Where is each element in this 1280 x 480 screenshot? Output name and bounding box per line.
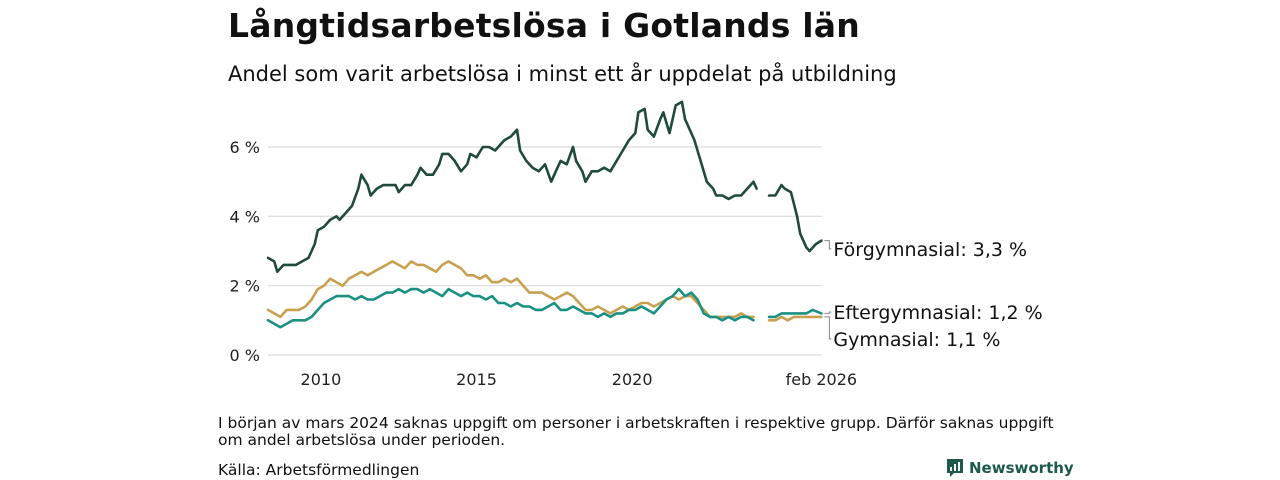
series-labels: Förgymnasial: 3,3 % Eftergymnasial: 1,2 %… — [824, 239, 1043, 351]
series-line-förgymnasial — [266, 100, 823, 274]
chart-subtitle: Andel som varit arbetslösa i minst ett å… — [228, 62, 897, 86]
grid-lines — [268, 146, 822, 356]
newsworthy-logo[interactable]: Newsworthy — [946, 458, 1074, 478]
label-leader — [824, 311, 832, 314]
brand-name: Newsworthy — [969, 459, 1074, 477]
x-tick-label: 2015 — [456, 370, 497, 389]
y-tick-label: 0 % — [230, 346, 260, 365]
newsworthy-icon — [947, 459, 963, 477]
series-label-eftergymnasial: Eftergymnasial: 1,2 % — [833, 302, 1042, 324]
y-tick-label: 2 % — [230, 277, 260, 296]
y-tick-label: 6 % — [230, 138, 260, 157]
series-label-förgymnasial: Förgymnasial: 3,3 % — [833, 239, 1027, 261]
series-line-gymnasial — [266, 260, 823, 322]
label-leader — [824, 240, 832, 250]
y-axis-ticks: 0 % 2 % 4 % 6 % — [230, 138, 260, 365]
x-axis-ticks: 2010 2015 2020 feb 2026 — [301, 370, 858, 389]
x-tick-label: 2020 — [612, 370, 653, 389]
x-tick-label: feb 2026 — [786, 370, 857, 389]
series-lines — [266, 100, 823, 329]
label-leader — [824, 316, 832, 340]
chart-note: I början av mars 2024 saknas uppgift om … — [218, 414, 1054, 449]
line-chart: 0 % 2 % 4 % 6 % 2010 2015 2020 feb 2026 Förgym… — [230, 100, 1043, 389]
chart-title: Långtidsarbetslösa i Gotlands län — [228, 6, 860, 45]
source-text: Källa: Arbetsförmedlingen — [218, 461, 420, 479]
series-line-eftergymnasial — [266, 287, 823, 329]
y-tick-label: 4 % — [230, 207, 260, 226]
x-tick-label: 2010 — [301, 370, 342, 389]
series-label-gymnasial: Gymnasial: 1,1 % — [833, 329, 1000, 351]
